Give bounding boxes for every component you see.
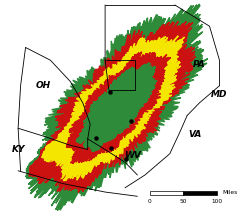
Polygon shape	[76, 63, 157, 152]
Polygon shape	[127, 62, 162, 100]
Text: OH: OH	[36, 81, 51, 90]
Polygon shape	[49, 36, 184, 181]
Text: WV: WV	[124, 151, 141, 160]
Polygon shape	[37, 21, 196, 192]
Polygon shape	[60, 119, 89, 146]
Polygon shape	[64, 180, 71, 187]
Text: Miles: Miles	[222, 190, 237, 195]
Polygon shape	[29, 156, 52, 177]
Polygon shape	[39, 173, 48, 181]
Polygon shape	[181, 55, 190, 64]
Polygon shape	[76, 96, 114, 134]
Polygon shape	[36, 131, 76, 168]
Text: KY: KY	[11, 145, 25, 154]
Text: MD: MD	[211, 90, 228, 99]
Bar	[184, 190, 217, 195]
Polygon shape	[136, 71, 154, 91]
Polygon shape	[98, 104, 113, 119]
Polygon shape	[146, 48, 178, 81]
Polygon shape	[39, 135, 72, 164]
Text: PA: PA	[193, 60, 206, 69]
Polygon shape	[57, 115, 94, 150]
Polygon shape	[66, 52, 170, 164]
Text: 100: 100	[212, 199, 222, 204]
Polygon shape	[82, 104, 108, 128]
Text: 0: 0	[148, 199, 152, 204]
Polygon shape	[42, 138, 68, 162]
Text: VA: VA	[188, 130, 201, 139]
Polygon shape	[26, 4, 208, 210]
Polygon shape	[186, 65, 193, 72]
Polygon shape	[130, 82, 145, 98]
Polygon shape	[54, 112, 97, 153]
Polygon shape	[26, 152, 57, 181]
Polygon shape	[133, 69, 156, 94]
Text: 50: 50	[180, 199, 187, 204]
Polygon shape	[130, 65, 160, 97]
Bar	[150, 190, 184, 195]
Polygon shape	[45, 161, 56, 171]
Polygon shape	[122, 80, 154, 112]
Polygon shape	[85, 106, 105, 125]
Polygon shape	[151, 54, 173, 76]
Polygon shape	[149, 51, 175, 79]
Polygon shape	[79, 101, 111, 131]
Polygon shape	[54, 174, 62, 181]
